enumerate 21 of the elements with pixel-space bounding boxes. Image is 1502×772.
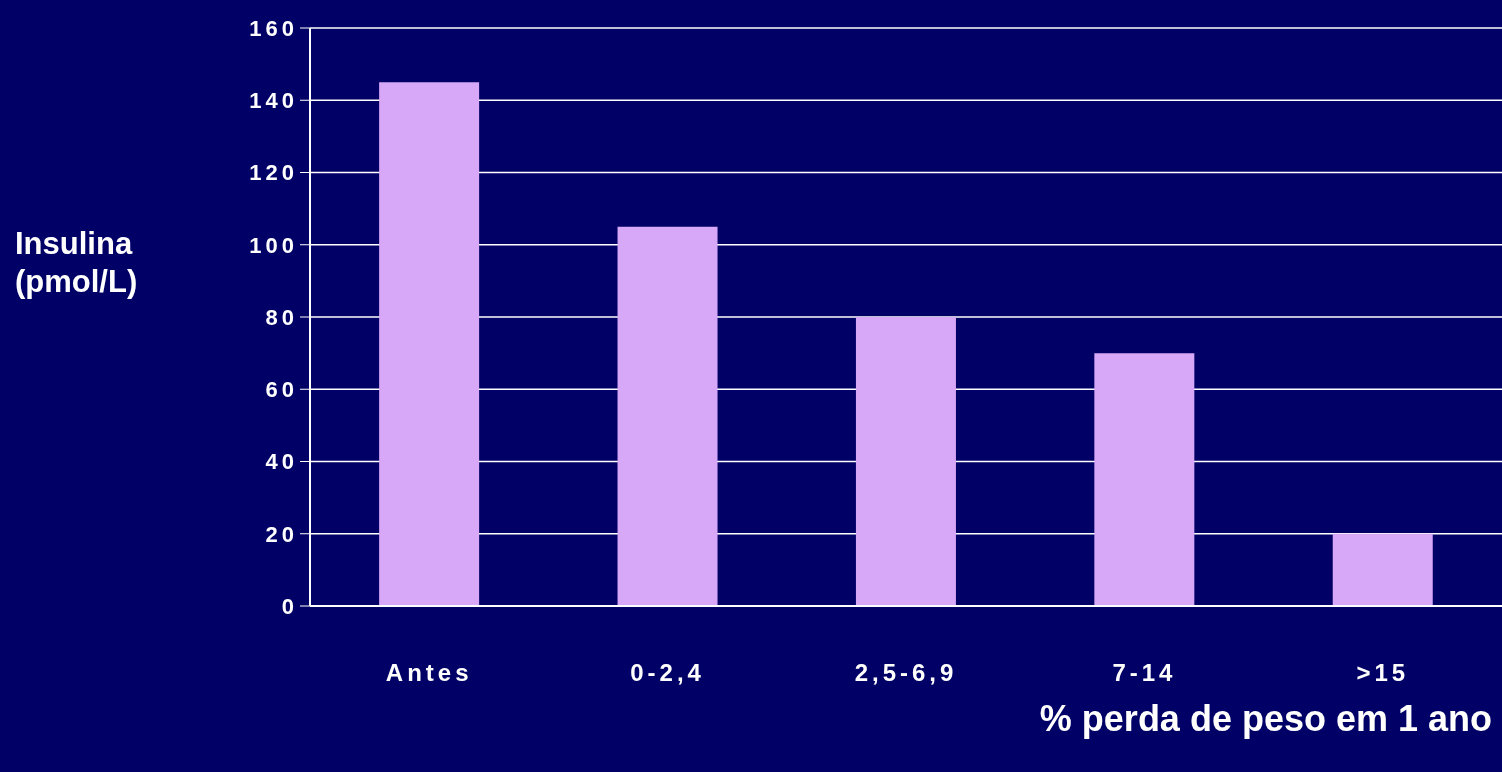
bar (1094, 353, 1195, 606)
y-tick-label: 0 (281, 593, 298, 619)
y-tick-label: 80 (265, 304, 298, 330)
y-tick-label: 160 (249, 15, 298, 41)
y-tick-label: 120 (249, 160, 298, 186)
x-tick-label: 2,5-6,9 (854, 659, 958, 687)
x-tick-label: 7-14 (1112, 659, 1177, 687)
x-axis-title: % perda de peso em 1 ano (1039, 698, 1492, 740)
y-tick-label: 40 (265, 449, 298, 475)
bar (1332, 533, 1433, 606)
bar (855, 317, 956, 606)
y-tick-label: 60 (265, 377, 298, 403)
x-tick-label: 0-2,4 (630, 659, 705, 687)
bar (379, 82, 480, 606)
y-tick-label: 20 (265, 521, 298, 547)
x-tick-label: >15 (1356, 659, 1410, 687)
y-axis-title: Insulina (pmol/L) (15, 225, 139, 301)
x-tick-label: Antes (385, 659, 473, 687)
bar (617, 226, 718, 606)
y-tick-label: 140 (249, 88, 298, 114)
y-tick-label: 100 (249, 232, 298, 258)
